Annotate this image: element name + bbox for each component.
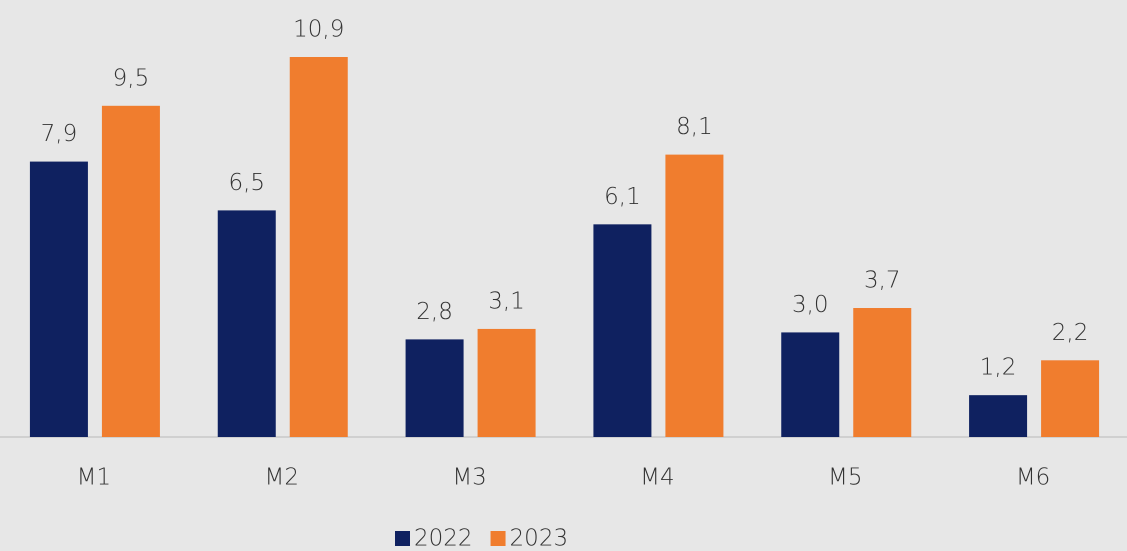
bar (853, 308, 912, 437)
value-label: 1,2 (980, 355, 1017, 381)
value-label: 6,1 (604, 184, 641, 210)
legend-swatch (395, 531, 410, 546)
value-label: 3,1 (488, 288, 525, 314)
bar (1041, 360, 1100, 437)
legend-label: 2022 (414, 526, 473, 551)
bar (405, 339, 464, 437)
bar (289, 57, 348, 437)
x-tick-label: M2 (265, 465, 299, 491)
value-label: 9,5 (113, 65, 150, 91)
bar (593, 224, 652, 437)
bar (665, 154, 724, 437)
bar (217, 210, 276, 437)
bar (477, 328, 536, 437)
value-label: 3,7 (864, 268, 901, 294)
value-label: 2,2 (1052, 320, 1089, 346)
value-label: 6,5 (228, 170, 265, 196)
x-tick-label: M4 (640, 465, 674, 491)
value-label: 2,8 (416, 299, 453, 325)
legend-label: 2023 (510, 526, 569, 551)
value-label: 10,9 (293, 17, 344, 43)
value-label: 3,0 (792, 292, 829, 318)
x-tick-label: M3 (452, 465, 486, 491)
value-label: 8,1 (676, 114, 713, 140)
bar (29, 161, 88, 437)
legend-swatch (490, 531, 506, 546)
bar (781, 332, 840, 437)
bar (969, 395, 1028, 437)
value-label: 7,9 (41, 121, 78, 147)
x-tick-label: M1 (77, 465, 111, 491)
x-tick-label: M5 (828, 465, 862, 491)
bar (101, 105, 160, 437)
x-tick-label: M6 (1016, 465, 1050, 491)
